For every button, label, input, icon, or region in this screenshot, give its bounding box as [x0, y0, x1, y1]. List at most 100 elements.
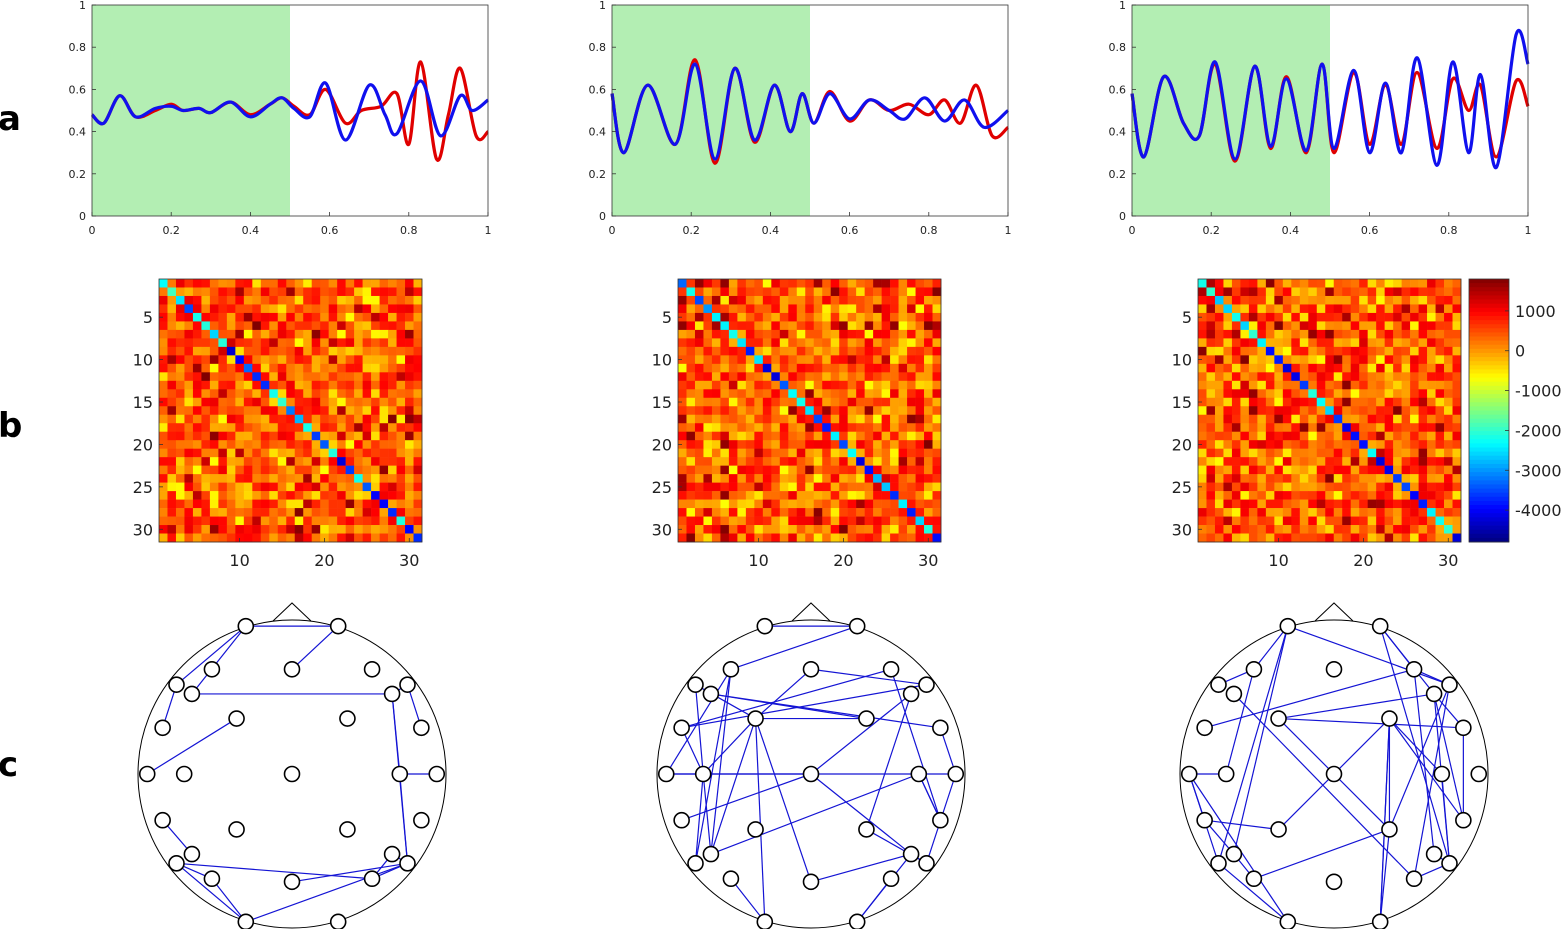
- heatmap-cell: [337, 474, 346, 483]
- heatmap-cell: [1410, 295, 1419, 305]
- heatmap-cell: [805, 508, 815, 517]
- electrode-node: [1210, 676, 1227, 693]
- y-tick-label: 30: [652, 520, 672, 539]
- heatmap-cell: [1410, 279, 1419, 288]
- heatmap-cell: [1435, 499, 1445, 509]
- heatmap-cell: [405, 423, 414, 433]
- heatmap-cell: [1342, 389, 1352, 399]
- heatmap-cell: [1333, 423, 1343, 433]
- heatmap-cell: [737, 346, 747, 356]
- heatmap-cell: [167, 465, 177, 475]
- heatmap-cell: [762, 499, 772, 509]
- heatmap-cell: [771, 457, 781, 466]
- heatmap-cell: [303, 533, 313, 543]
- connection-edge: [1253, 625, 1289, 670]
- heatmap-cell: [1316, 329, 1326, 339]
- heatmap-cell: [413, 482, 423, 492]
- heatmap-cell: [320, 448, 329, 458]
- heatmap-cell: [294, 355, 304, 365]
- heatmap-cell: [728, 457, 738, 466]
- heatmap-cell: [1418, 397, 1428, 407]
- heatmap-cell: [1393, 508, 1402, 517]
- heatmap-cell: [915, 329, 925, 339]
- heatmap-cell: [252, 329, 262, 339]
- heatmap-cell: [822, 287, 832, 297]
- heatmap-cell: [1223, 380, 1233, 390]
- heatmap-cell: [1316, 363, 1326, 373]
- heatmap-cell: [260, 389, 270, 399]
- colorbar-segment: [1469, 517, 1509, 522]
- heatmap-cell: [898, 533, 908, 543]
- heatmap-cell: [159, 279, 168, 288]
- heatmap-cell: [1325, 533, 1335, 543]
- heatmap-cell: [890, 525, 899, 534]
- heatmap-cell: [1359, 431, 1368, 441]
- heatmap-cell: [235, 279, 245, 288]
- heatmap-cell: [184, 516, 194, 526]
- heatmap-cell: [1316, 380, 1326, 390]
- heatmap-cell: [379, 380, 389, 390]
- heatmap-cell: [218, 516, 228, 526]
- heatmap-cell: [1265, 457, 1275, 466]
- heatmap-cell: [337, 389, 346, 399]
- electrode-node: [168, 855, 185, 872]
- heatmap-cell: [1427, 372, 1436, 382]
- heatmap-cell: [703, 279, 713, 288]
- heatmap-cell: [1435, 533, 1445, 543]
- heatmap-cell: [813, 329, 823, 339]
- heatmap-cell: [371, 321, 380, 331]
- heatmap-cell: [754, 414, 764, 424]
- y-tick-label: 0.8: [589, 41, 607, 54]
- heatmap-cell: [771, 423, 781, 433]
- heatmap-cell: [1198, 474, 1207, 483]
- heatmap-cell: [1350, 414, 1360, 424]
- heatmap-cell: [371, 312, 380, 322]
- heatmap-cell: [362, 474, 372, 483]
- heatmap-cell: [226, 448, 236, 458]
- heatmap-cell: [1401, 372, 1411, 382]
- heatmap-cell: [745, 279, 755, 288]
- heatmap-cell: [711, 338, 721, 348]
- heatmap-cell: [167, 338, 177, 348]
- heatmap-cell: [720, 465, 730, 475]
- heatmap-cell: [405, 474, 414, 483]
- connection-edge: [176, 862, 373, 880]
- heatmap-cell: [1350, 279, 1360, 288]
- heatmap-cell: [1384, 508, 1394, 517]
- heatmap-cell: [294, 406, 304, 416]
- heatmap-cell: [1452, 279, 1462, 288]
- heatmap-cell: [1240, 389, 1250, 399]
- x-tick-label: 0: [1129, 224, 1136, 237]
- heatmap-cell: [226, 516, 236, 526]
- heatmap-cell: [890, 482, 899, 492]
- heatmap-cell: [269, 406, 279, 416]
- heatmap-cell: [311, 380, 321, 390]
- heatmap-cell: [932, 448, 942, 458]
- heatmap-cell: [1257, 525, 1267, 534]
- heatmap-cell: [354, 406, 363, 416]
- heatmap-cell: [1427, 389, 1436, 399]
- heatmap-cell: [847, 363, 857, 373]
- connection-edge: [710, 718, 757, 855]
- heatmap-cell: [218, 287, 228, 297]
- heatmap-cell: [1427, 414, 1436, 424]
- heatmap-cell: [1401, 279, 1411, 288]
- heatmap-cell: [907, 372, 916, 382]
- heatmap-cell: [907, 516, 916, 526]
- heatmap-cell: [711, 525, 721, 534]
- heatmap-cell: [1350, 329, 1360, 339]
- heatmap-cell: [337, 346, 346, 356]
- heatmap-cell: [881, 279, 891, 288]
- heatmap-cell: [856, 474, 865, 483]
- heatmap-cell: [907, 431, 916, 441]
- heatmap-cell: [924, 516, 933, 526]
- connection-edge: [810, 668, 927, 686]
- heatmap-cell: [932, 457, 942, 466]
- heatmap-cell: [1231, 346, 1241, 356]
- heatmap-cell: [159, 516, 168, 526]
- heatmap-cell: [1393, 406, 1402, 416]
- heatmap-cell: [277, 465, 287, 475]
- heatmap-cell: [218, 380, 228, 390]
- heatmap-cell: [379, 406, 389, 416]
- heatmap-cell: [1198, 363, 1207, 373]
